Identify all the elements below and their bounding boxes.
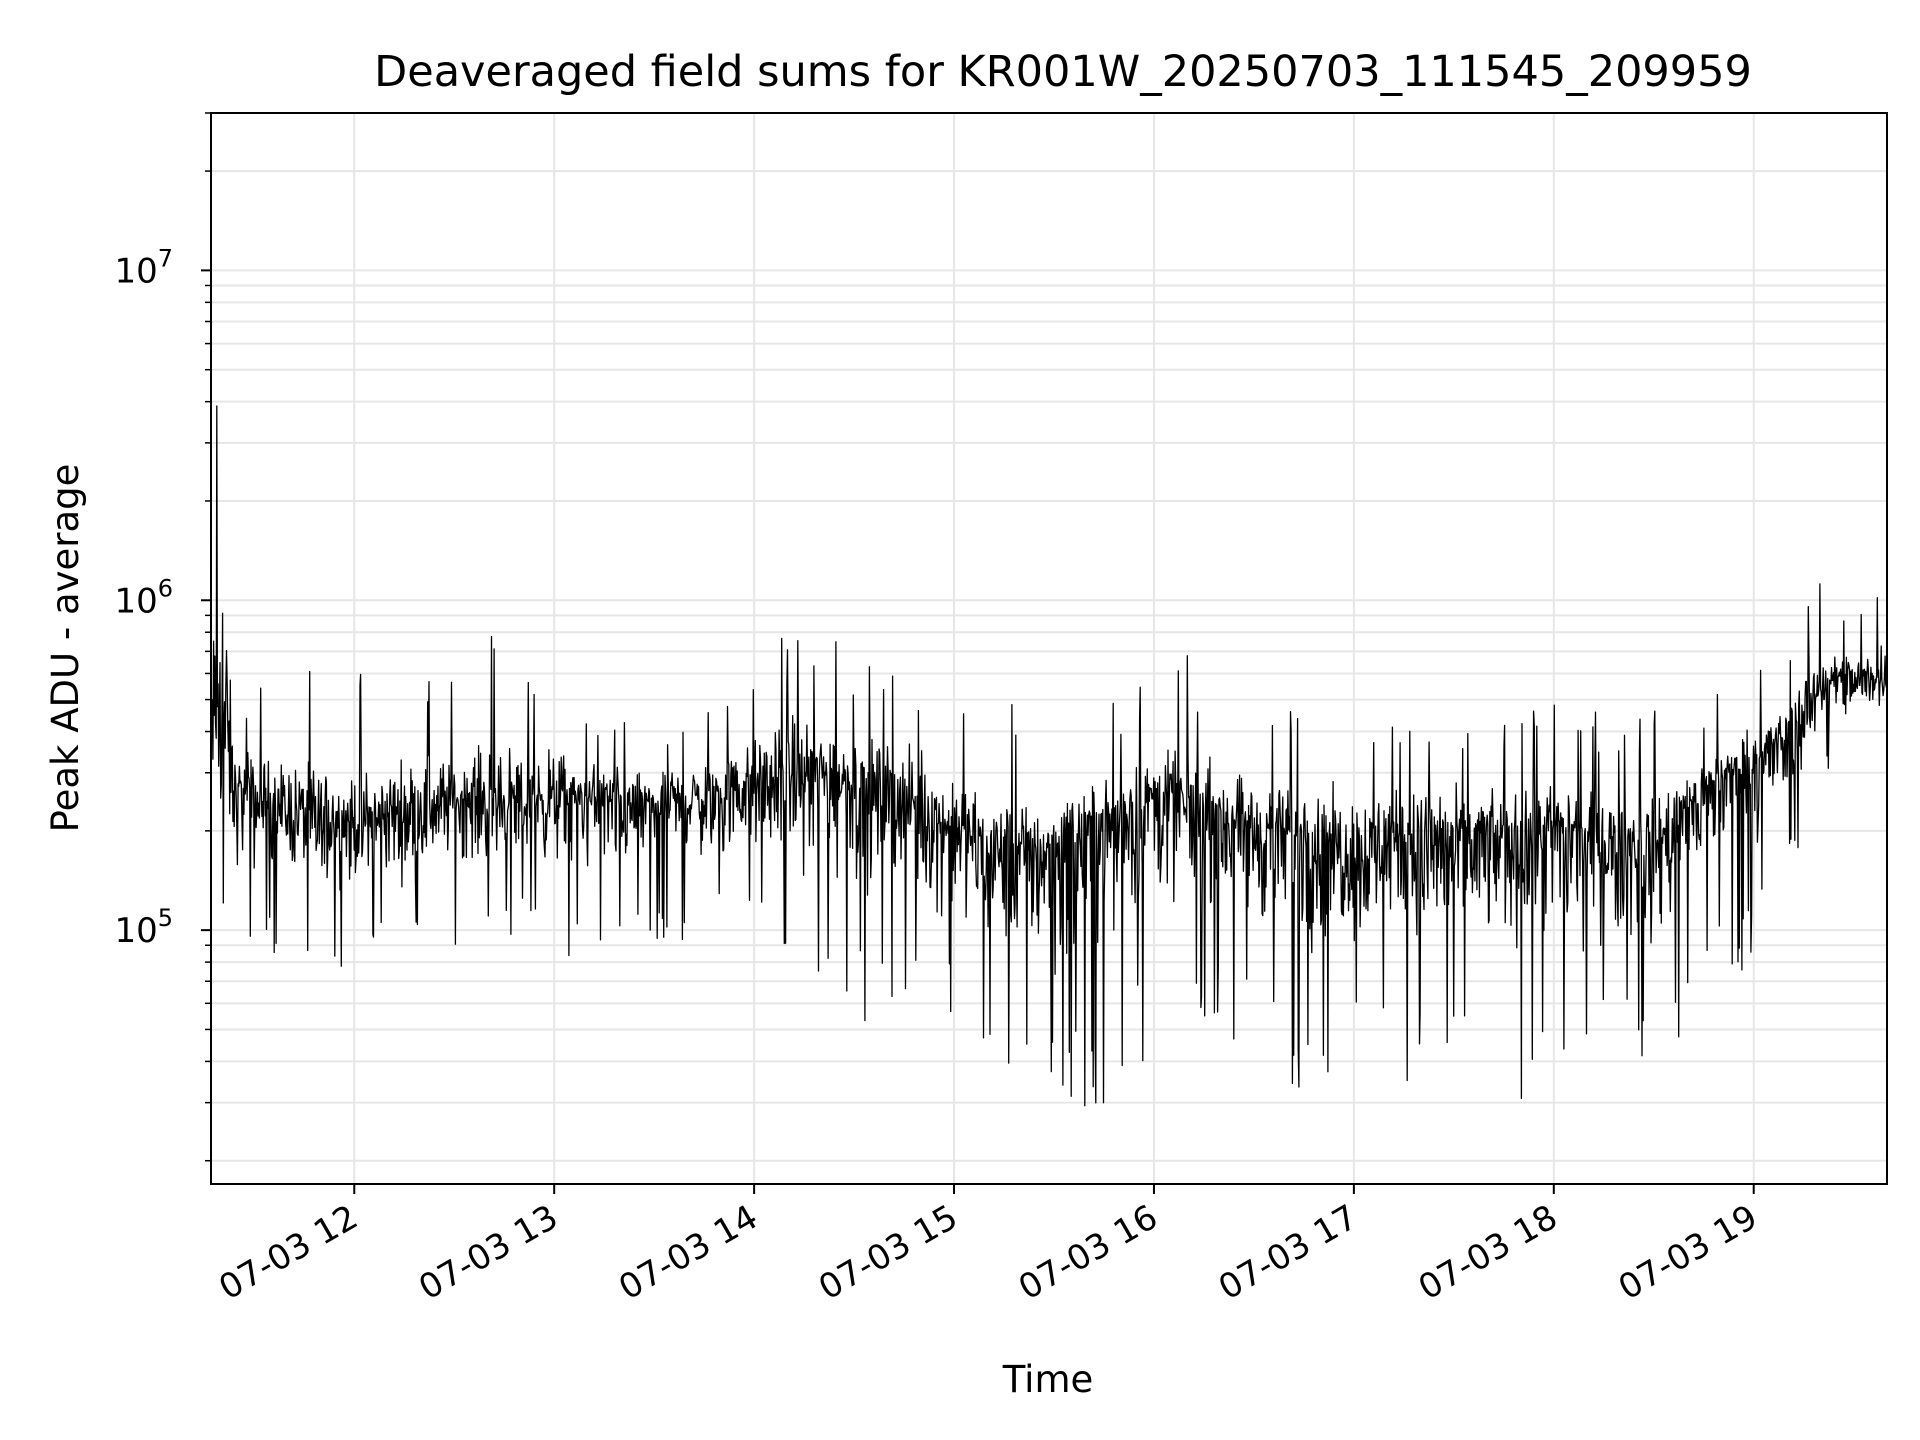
plot-frame [210,112,1888,1185]
y-tick-label: 107 [114,244,173,291]
y-tick-label: 106 [114,574,173,621]
y-axis: 105 106 107 [114,112,211,1162]
y-tick-label: 105 [114,904,173,951]
x-axis-label: Time [1002,1358,1094,1401]
series-line [210,405,1888,1107]
grid [211,112,1887,1184]
y-axis-label: Peak ADU - average [44,464,87,833]
series-path [210,405,1888,1107]
chart-title: Deaveraged field sums for KR001W_2025070… [374,47,1752,97]
